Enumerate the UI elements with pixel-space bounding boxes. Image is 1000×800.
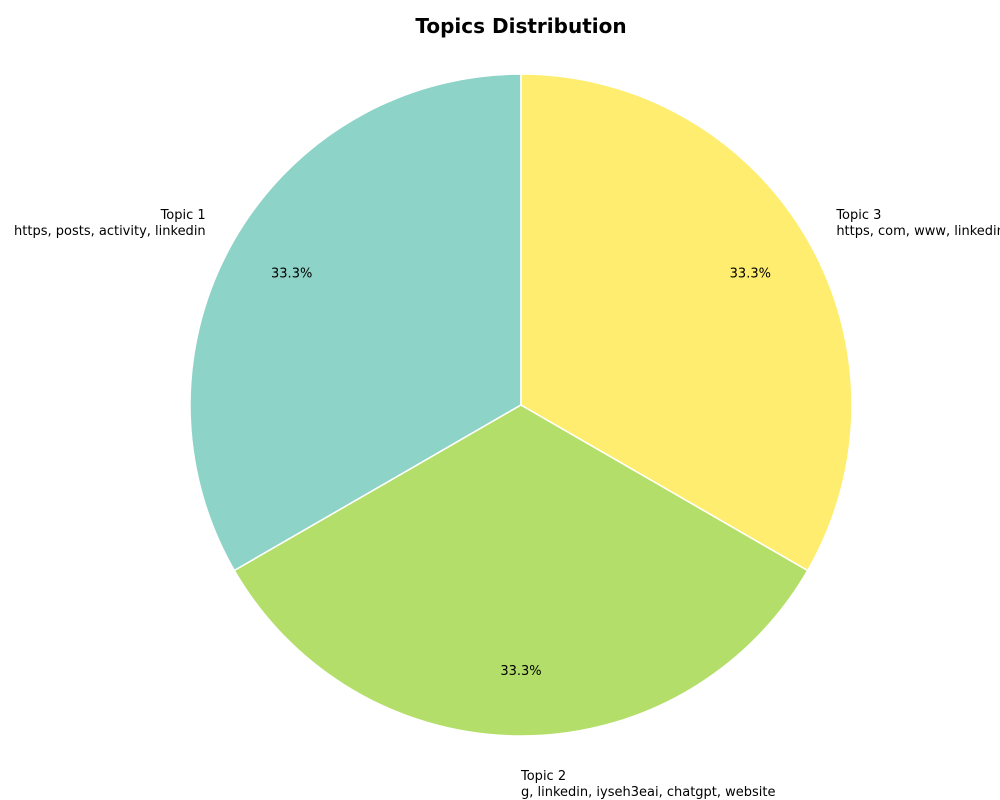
pie-slice-3 [520,73,853,572]
pie-slice-1 [189,73,522,572]
slice-name-label-1: Topic 1 [160,208,206,223]
slice-percent-label-3: 33.3% [730,267,771,282]
pie-slice-2 [233,404,809,737]
chart-title: Topics Distribution [415,14,626,38]
slice-name-label-2: Topic 2 [520,769,566,784]
slice-percent-label-1: 33.3% [271,267,312,282]
slice-name-label-3: Topic 3 [835,208,881,223]
slice-percent-label-2: 33.3% [500,664,541,679]
pie-slices [189,73,853,737]
slice-keywords-label-2: g, linkedin, iyseh3eai, chatgpt, website [521,785,776,800]
slice-keywords-label-3: https, com, www, linkedin [836,224,1000,239]
slice-keywords-label-1: https, posts, activity, linkedin [14,224,206,239]
